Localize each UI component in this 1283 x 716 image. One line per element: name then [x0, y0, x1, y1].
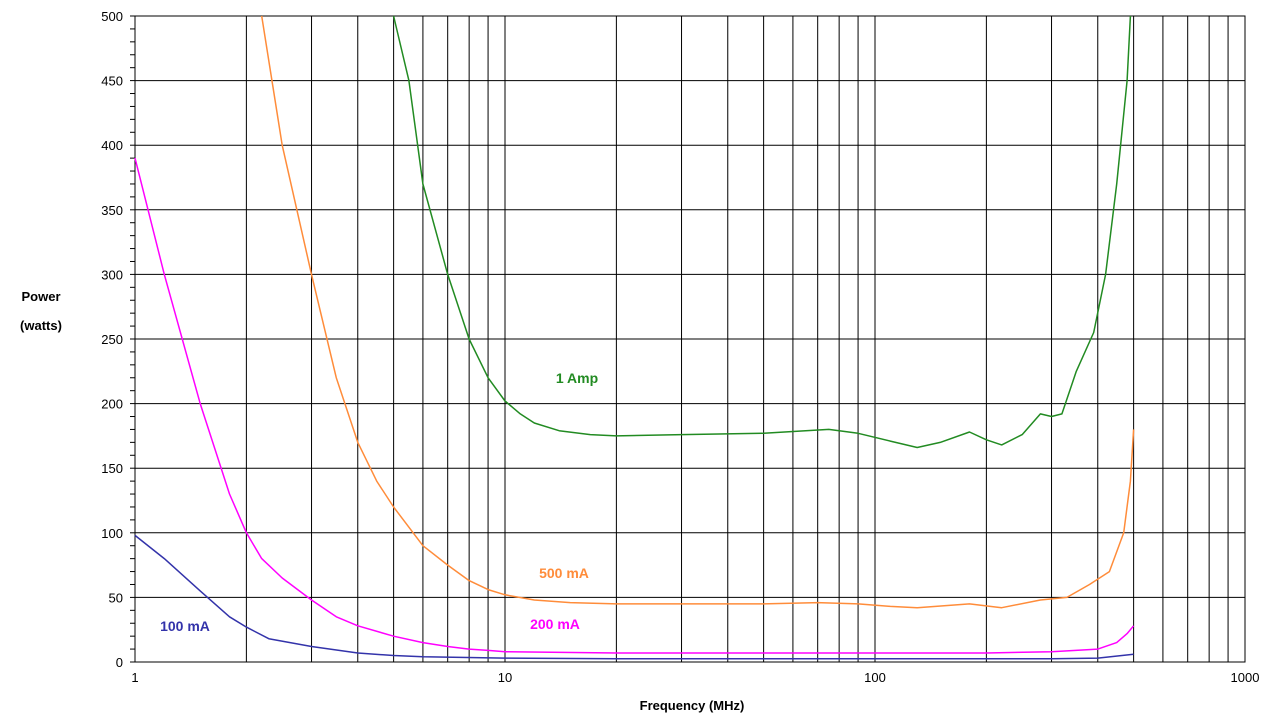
y-tick-label: 500: [101, 9, 123, 24]
y-tick-label: 50: [109, 590, 123, 605]
y-tick-label: 100: [101, 526, 123, 541]
x-tick-label: 100: [864, 670, 886, 685]
y-tick-label: 300: [101, 267, 123, 282]
plot-frame: [134, 15, 1246, 663]
y-tick-label: 350: [101, 203, 123, 218]
y-axis-title-line2: (watts): [20, 318, 62, 333]
x-tick-label: 1: [131, 670, 138, 685]
y-tick-label: 400: [101, 138, 123, 153]
series-label-0: 1 Amp: [556, 370, 598, 386]
y-tick-label: 450: [101, 74, 123, 89]
series-label-1: 500 mA: [539, 565, 589, 581]
y-tick-label: 200: [101, 397, 123, 412]
y-tick-label: 150: [101, 461, 123, 476]
x-axis-title: Frequency (MHz): [640, 698, 745, 713]
x-tick-labels: 1 10 100 1000: [131, 670, 1259, 685]
y-minor-ticks: [130, 15, 135, 663]
y-tick-label: 0: [116, 655, 123, 670]
y-axis-title-line1: Power: [21, 289, 60, 304]
x-tick-label: 10: [498, 670, 512, 685]
series-label-3: 100 mA: [160, 618, 210, 634]
y-tick-label: 250: [101, 332, 123, 347]
series-label-2: 200 mA: [530, 616, 580, 632]
series-labels: 1 Amp 500 mA 200 mA 100 mA: [160, 370, 598, 634]
series-lines: [134, 15, 1135, 660]
x-tick-label: 1000: [1231, 670, 1260, 685]
series-line-3: [134, 534, 1134, 660]
series-line-0: [392, 15, 1132, 449]
y-tick-labels: 0 50 100 150 200 250 300 350 400 450 500: [101, 9, 123, 670]
series-line-1: [260, 15, 1135, 609]
series-line-2: [134, 157, 1135, 654]
